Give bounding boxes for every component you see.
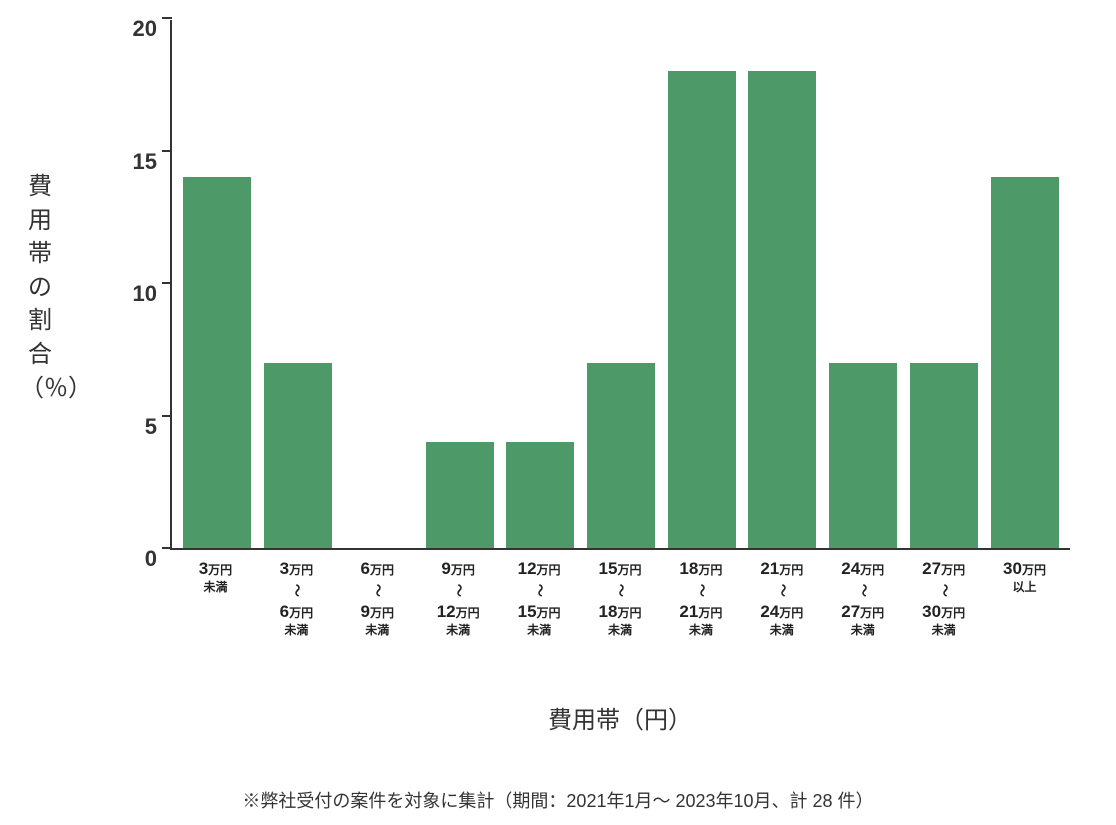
x-tick-label: 3万円〜6万円未満 — [262, 558, 330, 639]
y-axis-label-char: 用 — [20, 204, 60, 238]
plot-area: 05101520 — [170, 20, 1070, 550]
bar — [668, 71, 736, 548]
x-tick-label: 12万円〜15万円未満 — [505, 558, 573, 639]
y-tick-label: 5 — [122, 414, 157, 440]
x-tick-label: 30万円以上 — [991, 558, 1059, 639]
y-tick — [162, 282, 172, 284]
y-tick — [162, 415, 172, 417]
bar — [426, 442, 494, 548]
y-axis-label-char: 費 — [20, 170, 60, 204]
chart-container: 05101520 3万円未満3万円〜6万円未満6万円〜9万円未満9万円〜12万円… — [110, 20, 1080, 720]
footnote-text: ※弊社受付の案件を対象に集計（期間：2021年1月～ 2023年10月、計 28… — [0, 787, 1116, 813]
y-axis-label-char: の — [20, 271, 60, 305]
x-tick-label: 21万円〜24万円未満 — [748, 558, 816, 639]
y-tick-label: 0 — [122, 546, 157, 572]
bar — [264, 363, 332, 549]
y-tick-label: 10 — [122, 281, 157, 307]
x-tick-label: 6万円〜9万円未満 — [343, 558, 411, 639]
x-tick-label: 27万円〜30万円未満 — [910, 558, 978, 639]
y-tick — [162, 150, 172, 152]
bar — [183, 177, 251, 548]
y-axis-label: 費用帯の割合（％） — [20, 170, 60, 405]
x-tick-label: 9万円〜12万円未満 — [424, 558, 492, 639]
bar — [506, 442, 574, 548]
y-tick-label: 20 — [122, 16, 157, 42]
y-tick — [162, 17, 172, 19]
y-tick-label: 15 — [122, 149, 157, 175]
y-tick — [162, 547, 172, 549]
bar — [748, 71, 816, 548]
bars-container — [172, 20, 1070, 548]
x-tick-label: 18万円〜21万円未満 — [667, 558, 735, 639]
y-axis-label-char: （％） — [20, 372, 60, 406]
x-tick-label: 3万円未満 — [181, 558, 249, 639]
y-axis-label-char: 帯 — [20, 237, 60, 271]
bar — [991, 177, 1059, 548]
x-axis-label: 費用帯（円） — [170, 700, 1070, 735]
bar — [587, 363, 655, 549]
y-axis-label-char: 割 — [20, 304, 60, 338]
bar — [829, 363, 897, 549]
x-labels-container: 3万円未満3万円〜6万円未満6万円〜9万円未満9万円〜12万円未満12万円〜15… — [170, 558, 1070, 639]
y-axis-label-char: 合 — [20, 338, 60, 372]
x-tick-label: 24万円〜27万円未満 — [829, 558, 897, 639]
bar — [910, 363, 978, 549]
x-tick-label: 15万円〜18万円未満 — [586, 558, 654, 639]
